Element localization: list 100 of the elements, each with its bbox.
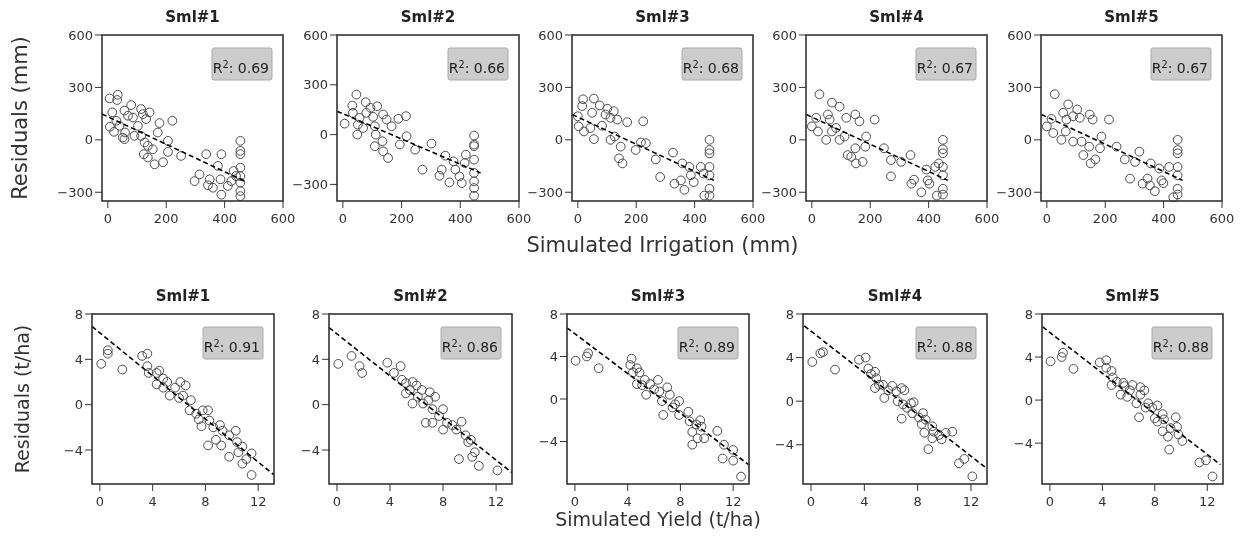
point bbox=[233, 447, 244, 458]
point bbox=[879, 393, 890, 403]
point bbox=[704, 170, 715, 181]
point bbox=[1194, 457, 1205, 468]
point bbox=[617, 158, 628, 169]
point bbox=[696, 421, 707, 432]
point bbox=[676, 175, 686, 186]
point bbox=[175, 377, 186, 387]
point bbox=[615, 141, 626, 152]
point bbox=[436, 164, 447, 175]
point bbox=[105, 121, 115, 132]
point bbox=[1041, 121, 1052, 132]
x-tick-label: 600 bbox=[506, 211, 532, 226]
point bbox=[411, 380, 422, 391]
point bbox=[1106, 366, 1117, 376]
y-tick-label: 600 bbox=[1007, 27, 1032, 43]
point bbox=[426, 138, 437, 149]
point bbox=[141, 114, 151, 124]
annotation: R$^{2}$: 0.67 bbox=[1151, 58, 1208, 76]
point bbox=[587, 107, 598, 118]
point bbox=[456, 178, 467, 188]
annotation: R$^{2}$: 0.66 bbox=[448, 58, 506, 76]
annotation: R$^{2}$: 0.89 bbox=[678, 337, 735, 355]
point bbox=[674, 396, 684, 406]
x-tick-label: 8 bbox=[438, 494, 448, 509]
point bbox=[1056, 352, 1067, 362]
point bbox=[378, 146, 388, 157]
point bbox=[589, 93, 599, 104]
point bbox=[347, 107, 358, 118]
point bbox=[668, 147, 678, 158]
point bbox=[578, 94, 588, 105]
point bbox=[622, 117, 633, 128]
y-tick-label: 300 bbox=[1007, 79, 1032, 95]
x-tick-label: 400 bbox=[682, 211, 708, 226]
point bbox=[728, 445, 739, 455]
y-axis-title: Residuals (mm) bbox=[8, 36, 32, 200]
point bbox=[1046, 114, 1057, 124]
point bbox=[728, 455, 739, 466]
point bbox=[143, 368, 154, 378]
point bbox=[424, 387, 435, 398]
point bbox=[454, 454, 464, 464]
point bbox=[1145, 180, 1155, 191]
point bbox=[1172, 134, 1183, 145]
point bbox=[1164, 444, 1175, 455]
point bbox=[407, 398, 418, 409]
point bbox=[928, 426, 939, 437]
point bbox=[632, 363, 642, 374]
point bbox=[906, 178, 917, 189]
point bbox=[174, 393, 184, 403]
point bbox=[235, 149, 246, 160]
point bbox=[226, 176, 237, 186]
point bbox=[178, 390, 188, 401]
point bbox=[683, 406, 694, 417]
point bbox=[684, 416, 695, 427]
y-tick-label: 300 bbox=[303, 77, 328, 93]
point bbox=[909, 174, 919, 185]
point bbox=[871, 373, 882, 384]
y-tick-label: 8 bbox=[311, 306, 320, 322]
point bbox=[394, 139, 405, 150]
point bbox=[831, 123, 841, 133]
point bbox=[201, 149, 212, 160]
point bbox=[626, 353, 637, 364]
point bbox=[237, 458, 248, 469]
point bbox=[1127, 380, 1138, 390]
point bbox=[654, 386, 665, 397]
point bbox=[1106, 380, 1117, 390]
point bbox=[1172, 148, 1183, 159]
point bbox=[824, 114, 835, 125]
y-tick-label: 8 bbox=[785, 306, 794, 322]
point bbox=[589, 134, 599, 144]
point bbox=[870, 366, 880, 377]
point bbox=[451, 424, 462, 435]
point bbox=[938, 134, 948, 145]
point bbox=[967, 471, 978, 482]
point bbox=[874, 379, 884, 390]
point bbox=[898, 399, 908, 410]
x-tick-label: 12 bbox=[1198, 494, 1216, 509]
point bbox=[1172, 422, 1182, 432]
point bbox=[665, 389, 675, 400]
point bbox=[434, 411, 444, 421]
chart-title: Sml#1 bbox=[155, 287, 211, 305]
x-tick-label: 0 bbox=[95, 494, 105, 509]
y-tick-label: −4 bbox=[63, 442, 83, 458]
point bbox=[905, 150, 916, 160]
point bbox=[138, 109, 148, 120]
point bbox=[585, 123, 596, 133]
x-tick-label: 0 bbox=[332, 494, 342, 509]
y-tick-label: 4 bbox=[74, 351, 83, 367]
point bbox=[417, 164, 428, 175]
annotation: R$^{2}$: 0.69 bbox=[212, 58, 269, 76]
point bbox=[203, 180, 213, 191]
point bbox=[216, 189, 227, 200]
point bbox=[597, 120, 607, 131]
point bbox=[695, 162, 706, 172]
point bbox=[930, 162, 941, 172]
point bbox=[916, 419, 927, 429]
point bbox=[440, 150, 451, 161]
x-tick-label: 4 bbox=[623, 494, 632, 509]
point bbox=[634, 367, 645, 378]
x-tick-label: 600 bbox=[270, 211, 296, 226]
